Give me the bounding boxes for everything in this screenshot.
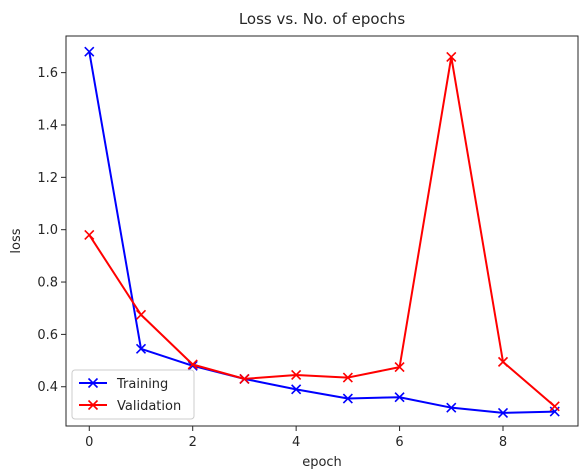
y-axis-label: loss [9, 228, 24, 253]
data-point-marker [497, 356, 509, 367]
x-tick-label: 0 [85, 435, 93, 450]
data-point-validation [446, 51, 457, 63]
data-point-training [84, 46, 95, 57]
y-tick-label: 0.6 [37, 328, 58, 343]
legend-marker-line [87, 399, 99, 411]
data-point-marker [497, 407, 509, 418]
chart-title: Loss vs. No. of epochs [239, 10, 405, 28]
data-point-marker [342, 393, 353, 404]
y-tick-label: 1.6 [37, 66, 58, 81]
series-line-training [88, 51, 555, 414]
data-point-marker [291, 384, 302, 395]
data-point-marker [394, 392, 405, 403]
legend-label-training: Training [116, 377, 168, 392]
data-point-marker [446, 51, 457, 63]
x-tick-label: 2 [189, 435, 197, 450]
data-point-validation [84, 229, 95, 240]
data-point-validation [187, 359, 198, 370]
data-point-training [497, 407, 509, 418]
data-point-validation [394, 362, 405, 373]
data-point-validation [549, 401, 560, 412]
legend-marker-training [87, 377, 99, 389]
series-training [84, 46, 560, 418]
data-point-marker [135, 309, 147, 320]
data-point-validation [497, 356, 509, 367]
data-point-validation [291, 369, 302, 381]
data-point-marker [446, 402, 457, 413]
y-tick-label: 1.4 [37, 118, 58, 133]
axes-border [65, 35, 579, 427]
y-tick-label: 1.2 [37, 171, 58, 186]
series-line-validation [88, 55, 556, 408]
legend-marker-line [87, 377, 99, 389]
x-axis-label: epoch [302, 455, 342, 470]
legend: Training Validation [71, 369, 195, 420]
data-point-training [291, 384, 302, 395]
legend-label-validation: Validation [117, 399, 181, 414]
y-tick-label: 0.8 [37, 276, 58, 291]
data-point-training [342, 393, 353, 404]
data-point-marker [342, 372, 353, 383]
y-tick-label: 1.0 [37, 223, 58, 238]
x-ticks: 0 2 4 6 8 [85, 426, 507, 450]
x-tick-label: 8 [499, 435, 507, 450]
data-point-marker [291, 369, 302, 381]
data-point-validation [239, 373, 250, 384]
data-point-training [394, 392, 405, 403]
data-point-marker [135, 343, 147, 354]
series-validation [84, 51, 560, 412]
data-point-training [135, 343, 147, 354]
data-point-validation [342, 372, 353, 383]
data-point-marker [84, 46, 95, 57]
data-point-validation [135, 309, 147, 320]
series-layer [84, 46, 560, 418]
x-tick-label: 6 [395, 435, 403, 450]
y-tick-label: 0.4 [37, 380, 58, 395]
data-point-marker [549, 401, 560, 412]
data-point-marker [84, 229, 95, 240]
x-tick-label: 4 [292, 435, 300, 450]
axes-frame [65, 35, 579, 427]
legend-marker-validation [87, 399, 99, 411]
data-point-marker [187, 359, 198, 370]
data-point-marker [239, 373, 250, 384]
data-point-marker [187, 360, 198, 371]
data-point-training [446, 402, 457, 413]
data-point-marker [394, 362, 405, 373]
y-ticks: 0.4 0.6 0.8 1.0 1.2 1.4 1.6 [37, 66, 66, 395]
